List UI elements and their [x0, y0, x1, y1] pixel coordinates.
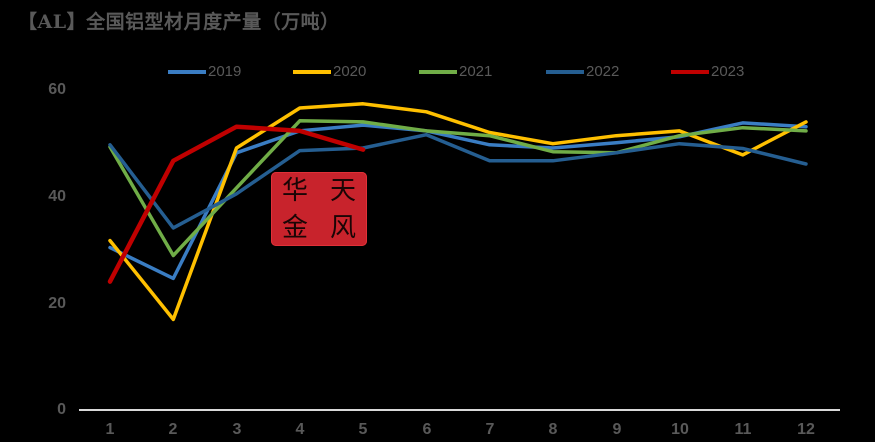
legend-item-2019: 2019	[168, 63, 241, 80]
x-tick-label: 8	[548, 421, 558, 438]
x-tick-label: 1	[105, 421, 115, 438]
watermark-seal: 华 天 金 风	[271, 172, 367, 246]
legend-item-2022: 2022	[546, 63, 619, 80]
x-tick-label: 9	[612, 421, 622, 438]
legend-swatch-2021	[419, 69, 457, 74]
legend-item-2020: 2020	[293, 63, 366, 80]
y-tick-label: 0	[57, 401, 66, 418]
chart-title: 【AL】全国铝型材月度产量（万吨）	[18, 11, 340, 33]
y-tick-label: 40	[48, 188, 66, 205]
x-tick-label: 12	[797, 421, 815, 438]
series-line-2022	[108, 132, 808, 230]
legend-label: 2019	[208, 63, 242, 80]
x-tick-label: 7	[485, 421, 495, 438]
series-layer	[107, 102, 808, 322]
legend-label: 2021	[459, 63, 493, 80]
x-tick-label: 2	[168, 421, 178, 438]
legend-label: 2020	[333, 63, 367, 80]
series-line-2023	[107, 124, 366, 284]
legend-label: 2023	[711, 63, 745, 80]
legend-swatch-2023	[671, 69, 709, 74]
seal-char: 华	[281, 175, 308, 206]
legend-swatch-2019	[168, 69, 206, 74]
y-tick-label: 60	[48, 81, 66, 98]
seal-char: 天	[329, 175, 356, 206]
legend-label: 2022	[586, 63, 620, 80]
seal-char: 风	[329, 212, 356, 243]
seal-char: 金	[281, 212, 308, 243]
x-tick-label: 11	[734, 421, 752, 438]
x-tick-label: 4	[295, 421, 305, 438]
legend-swatch-2022	[546, 69, 584, 74]
x-tick-label: 3	[232, 421, 242, 438]
legend-item-2023: 2023	[671, 63, 744, 80]
legend-item-2021: 2021	[419, 63, 492, 80]
y-tick-label: 20	[48, 295, 66, 312]
x-tick-label: 6	[422, 421, 432, 438]
x-tick-label: 5	[358, 421, 368, 438]
chart-legend: 2019 2020 2021 2022 2023	[0, 63, 875, 85]
x-tick-label: 10	[671, 421, 689, 438]
legend-swatch-2020	[293, 69, 331, 74]
